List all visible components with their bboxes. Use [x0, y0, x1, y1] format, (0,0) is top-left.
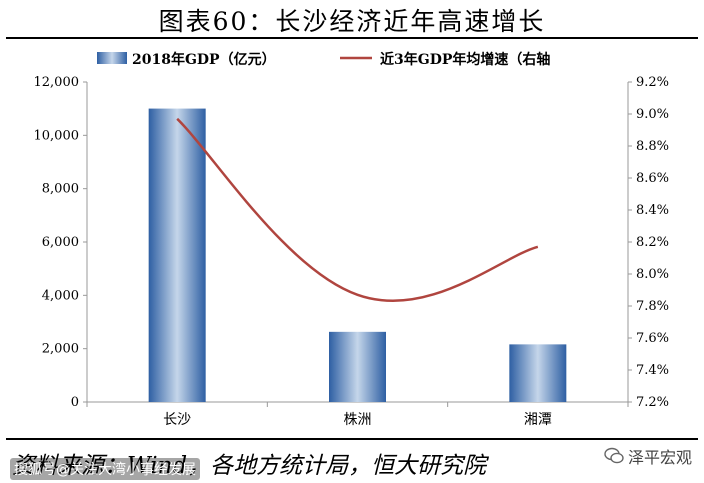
legend: 2018年GDP（亿元） 近3年GDP年均增速（右轴	[97, 51, 550, 68]
right-tick-label: 7.6%	[636, 331, 669, 346]
legend-bar-label: 2018年GDP（亿元）	[132, 51, 276, 68]
category-label: 株洲	[344, 412, 372, 428]
gdp-bar	[329, 331, 386, 402]
right-tick-label: 7.8%	[636, 299, 669, 314]
chart: 2018年GDP（亿元） 近3年GDP年均增速（右轴 0 2,000 4,000 6,…	[34, 51, 670, 428]
gdp-bar	[148, 108, 206, 402]
right-axis-ticks: 7.2% 7.4% 7.6% 7.8% 8.0% 8.2% 8.4% 8.6% 8.8% 9.0%…	[628, 75, 669, 410]
category-label: 长沙	[163, 412, 191, 428]
gdp-bar	[509, 344, 567, 402]
right-tick-label: 7.2%	[636, 395, 669, 410]
right-tick-label: 8.2%	[636, 235, 669, 250]
wechat-icon	[604, 447, 624, 464]
bar-series	[148, 108, 567, 402]
watermark-brand-label: 泽平宏观	[627, 448, 692, 467]
watermark-sohu: 搜狐号@关注大湾小事经发展	[10, 458, 200, 480]
left-axis-ticks: 0 2,000 4,000 6,000 8,000 10,000 12,000	[34, 75, 87, 410]
right-tick-label: 9.2%	[636, 75, 669, 90]
left-tick-label: 2,000	[42, 342, 79, 357]
left-tick-label: 8,000	[42, 182, 79, 197]
source-divider	[6, 438, 698, 440]
left-tick-label: 0	[71, 395, 79, 410]
left-tick-label: 6,000	[42, 235, 79, 250]
growth-line-series	[176, 117, 539, 302]
right-tick-label: 8.8%	[636, 139, 669, 154]
chart-title: 图表60：长沙经济近年高速增长	[158, 7, 546, 36]
left-tick-label: 12,000	[34, 75, 80, 90]
right-tick-label: 8.6%	[636, 171, 669, 186]
right-tick-label: 8.0%	[636, 267, 669, 282]
title-divider	[6, 37, 698, 39]
right-tick-label: 9.0%	[636, 107, 669, 122]
left-tick-label: 4,000	[42, 288, 79, 303]
right-tick-label: 7.4%	[636, 363, 669, 378]
category-labels: 长沙 株洲 湘潭	[86, 402, 629, 428]
source-note: 资料来源：Wind，各地方统计局，恒大研究院	[12, 453, 487, 479]
legend-bar-swatch	[97, 52, 127, 64]
left-tick-label: 10,000	[34, 128, 80, 143]
growth-line	[176, 117, 539, 302]
right-tick-label: 8.4%	[636, 203, 669, 218]
watermark-brand: 泽平宏观	[604, 444, 692, 468]
category-label: 湘潭	[524, 411, 552, 428]
legend-line-label: 近3年GDP年均增速（右轴	[380, 51, 550, 68]
